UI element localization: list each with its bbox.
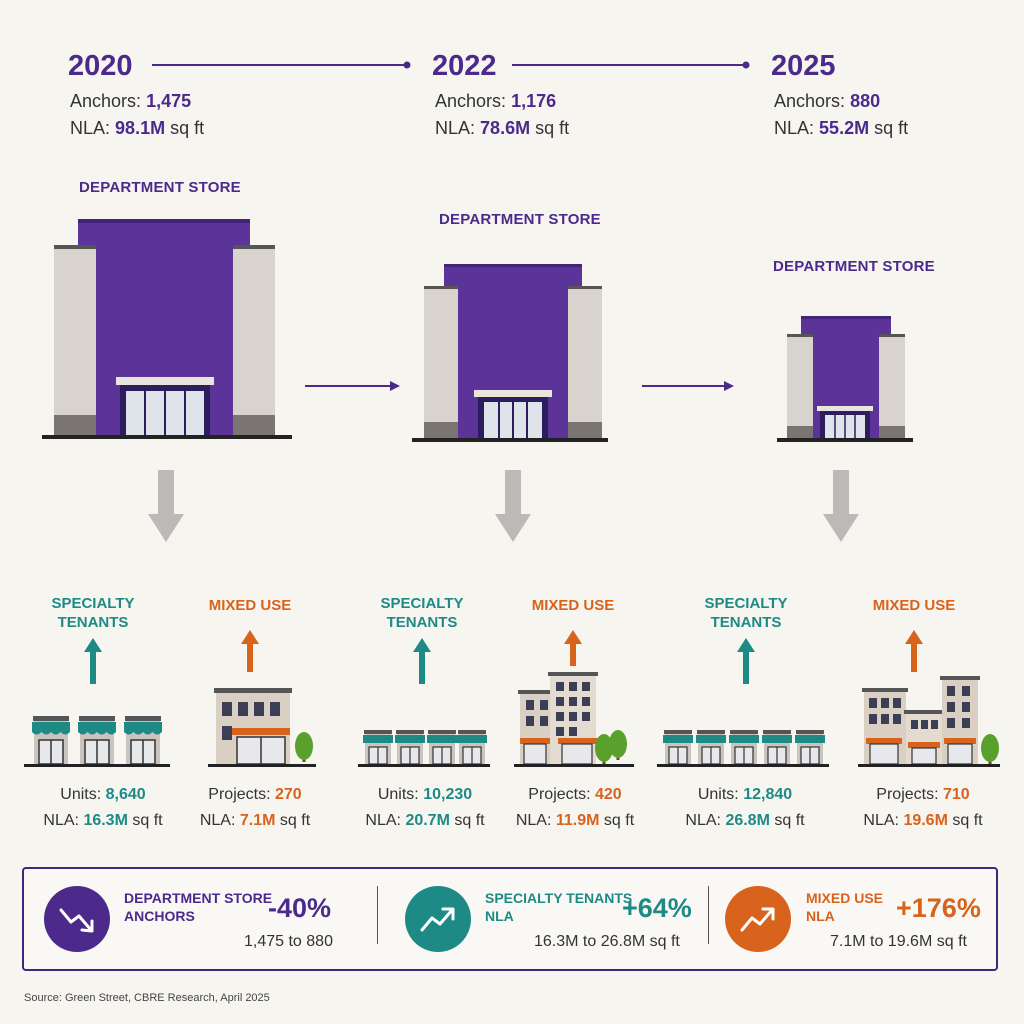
mixed-use-building-icon: [514, 672, 634, 767]
mixed-use-label: MIXED USE: [872, 597, 956, 614]
specialty-tenants-label: SPECIALTY TENANTS: [51, 595, 135, 631]
source-note: Source: Green Street, CBRE Research, Apr…: [24, 992, 270, 1004]
down-arrow-icon: [823, 470, 859, 542]
stat-2025-nla: NLA: 55.2M sq ft: [774, 118, 909, 138]
mixed-use-building-icon: [858, 676, 1000, 767]
up-arrow-icon: [241, 630, 259, 672]
up-arrow-icon: [905, 630, 923, 672]
mixed-use-stats-2020: Projects: 270 NLA: 7.1M sq ft: [199, 786, 311, 829]
summary-specialty-pct: +64%: [622, 893, 692, 923]
year-2025: 2025: [771, 50, 836, 82]
specialty-tenants-label: SPECIALTY TENANTS: [380, 595, 464, 631]
dept-store-label-2020: DEPARTMENT STORE: [79, 179, 241, 196]
up-arrow-icon: [737, 638, 755, 684]
mixed-use-label: MIXED USE: [531, 597, 615, 614]
up-arrow-icon: [413, 638, 431, 684]
stat-2025-anchors: Anchors: 880: [774, 91, 881, 111]
summary-anchors-range: 1,475 to 880: [244, 933, 333, 950]
summary-specialty-label: SPECIALTY TENANTS NLA: [485, 890, 633, 924]
specialty-stats-2020: Units: 8,640 NLA: 16.3M sq ft: [43, 786, 163, 829]
trend-up-icon: [725, 886, 791, 952]
up-arrow-icon: [84, 638, 102, 684]
stat-2020-nla: NLA: 98.1M sq ft: [70, 118, 205, 138]
department-store-building-icon-2020: [42, 219, 292, 439]
summary-anchors-pct: -40%: [268, 893, 332, 923]
trend-down-icon: [44, 886, 110, 952]
dept-store-label-2022: DEPARTMENT STORE: [439, 211, 601, 228]
summary-mixed-range: 7.1M to 19.6M sq ft: [830, 933, 967, 950]
summary-specialty-range: 16.3M to 26.8M sq ft: [534, 933, 680, 950]
specialty-stats-2025: Units: 12,840 NLA: 26.8M sq ft: [685, 786, 805, 829]
department-store-building-icon-2025: [777, 316, 913, 442]
stat-2022-nla: NLA: 78.6M sq ft: [435, 118, 570, 138]
down-arrow-icon: [148, 470, 184, 542]
mixed-use-building-icon: [208, 688, 316, 767]
up-arrow-icon: [564, 630, 582, 666]
summary-divider: [377, 886, 378, 944]
stat-2020-anchors: Anchors: 1,475: [70, 91, 192, 111]
summary-anchors-label: DEPARTMENT STORE ANCHORS: [124, 890, 273, 924]
specialty-shops-icon: [24, 715, 170, 767]
summary-panel: [22, 867, 998, 971]
stat-2022-anchors: Anchors: 1,176: [435, 91, 557, 111]
summary-divider: [708, 886, 709, 944]
specialty-shops-icon: [657, 729, 829, 767]
mixed-use-stats-2025: Projects: 710 NLA: 19.6M sq ft: [863, 786, 983, 829]
dept-store-label-2025: DEPARTMENT STORE: [773, 258, 935, 275]
specialty-tenants-label: SPECIALTY TENANTS: [704, 595, 788, 631]
mixed-use-stats-2022: Projects: 420 NLA: 11.9M sq ft: [515, 786, 635, 829]
year-2022: 2022: [432, 50, 497, 82]
trend-up-icon: [405, 886, 471, 952]
summary-mixed-label: MIXED USE NLA: [806, 890, 884, 924]
year-2020: 2020: [68, 50, 133, 82]
specialty-shops-icon: [358, 729, 490, 767]
mixed-use-label: MIXED USE: [208, 597, 292, 614]
summary-mixed-pct: +176%: [896, 893, 981, 923]
specialty-stats-2022: Units: 10,230 NLA: 20.7M sq ft: [365, 786, 485, 829]
department-store-building-icon-2022: [412, 264, 608, 442]
down-arrow-icon: [495, 470, 531, 542]
